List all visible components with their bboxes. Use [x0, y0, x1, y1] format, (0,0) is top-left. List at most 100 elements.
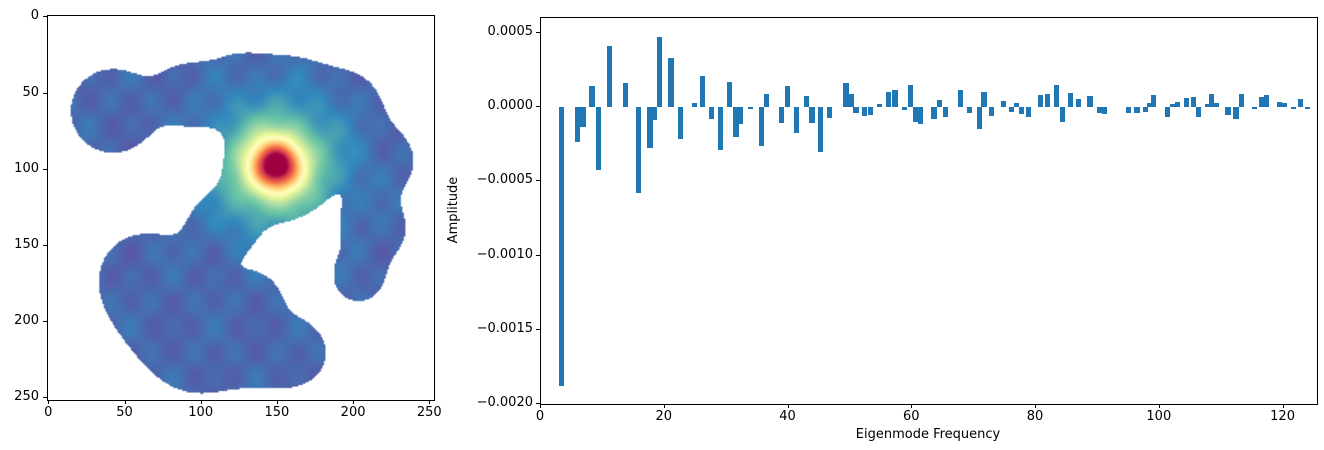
bar-y-tick — [536, 106, 540, 108]
eigenmode-bar — [1143, 107, 1149, 112]
heatmap-x-tick — [276, 400, 278, 404]
eigenmode-bar — [717, 107, 724, 151]
bar-y-tick-label: −0.0010 — [476, 246, 533, 262]
bars-area — [541, 18, 1317, 404]
heatmap-x-tick — [200, 400, 202, 404]
bar-y-tick-label: −0.0005 — [476, 172, 533, 188]
bar-x-tick-label: 80 — [1026, 409, 1044, 424]
eigenmode-bar — [1209, 93, 1215, 108]
eigenmode-bar — [747, 107, 753, 110]
eigenmode-bar — [607, 45, 613, 108]
heatmap-y-tick — [43, 321, 47, 323]
bar-x-tick — [663, 404, 665, 408]
eigenmode-bar — [1214, 102, 1220, 108]
eigenmode-bar — [826, 107, 832, 119]
eigenmode-bar — [784, 85, 790, 108]
eigenmode-bar — [657, 36, 663, 108]
eigenmode-bar — [691, 102, 698, 108]
eigenmode-bar — [1183, 98, 1190, 108]
bar-x-tick-label: 100 — [1146, 409, 1172, 424]
eigenmode-bar — [1067, 93, 1073, 108]
eigenmode-bar — [1151, 94, 1157, 108]
eigenmode-bar — [862, 107, 868, 116]
heatmap-x-tick-label: 0 — [44, 405, 53, 420]
bar-x-tick-label: 40 — [779, 409, 796, 424]
eigenmode-bar — [1060, 107, 1066, 122]
eigenmode-bar — [647, 107, 653, 148]
eigenmode-bar — [803, 95, 810, 108]
eigenmode-bar — [936, 99, 943, 108]
eigenmode-bar — [1238, 93, 1245, 108]
bar-x-tick-label: 0 — [535, 409, 545, 424]
eigenmode-bar — [1174, 101, 1180, 108]
bar-y-tick — [536, 403, 540, 404]
eigenmode-bar — [1290, 107, 1297, 110]
eigenmode-bar — [1225, 107, 1231, 115]
eigenmode-bar — [853, 107, 859, 114]
bar-x-tick — [911, 404, 913, 408]
eigenmode-bar — [668, 58, 674, 108]
eigenmode-bar — [589, 86, 595, 108]
eigenmode-bar — [957, 90, 964, 107]
heatmap-x-tick — [353, 400, 355, 404]
bar-y-tick — [536, 254, 540, 256]
eigenmode-bar — [1165, 107, 1171, 118]
heatmap-x-tick-label: 250 — [416, 405, 442, 420]
eigenmode-bar — [843, 83, 849, 108]
eigenmode-bar — [902, 107, 908, 110]
heatmap-y-tick — [43, 168, 47, 170]
eigenmode-bar — [1281, 102, 1287, 108]
bar-x-tick-label: 60 — [903, 409, 920, 424]
bar-y-tick-label: 0.0000 — [487, 97, 534, 113]
heatmap-y-tick-label: 200 — [14, 312, 39, 328]
eigenmode-bar — [1096, 107, 1102, 113]
eigenmode-bar — [967, 107, 973, 114]
eigenmode-bar — [1087, 95, 1093, 108]
eigenmode-bar — [758, 107, 764, 147]
eigenmode-bar — [1204, 104, 1211, 108]
eigenmode-bar — [1147, 102, 1153, 108]
eigenmode-bar — [981, 92, 987, 108]
eigenmode-bar — [1263, 95, 1269, 108]
heatmap-x-tick-label: 50 — [116, 405, 133, 420]
eigenmode-bar — [1195, 107, 1201, 117]
eigenmode-bar — [1251, 107, 1258, 109]
bar-y-tick-label: −0.0015 — [476, 320, 533, 336]
heatmap-x-tick — [48, 400, 50, 404]
eigenmode-bar — [699, 75, 706, 108]
eigenmode-bar — [1000, 100, 1006, 107]
heatmap-y-tick — [43, 92, 47, 94]
bar-y-tick-label: −0.0020 — [476, 394, 533, 410]
eigenmode-bar — [892, 90, 898, 107]
eigenmode-bar — [1169, 104, 1175, 108]
eigenmode-bar — [1076, 99, 1082, 108]
eigenmode-bar — [652, 107, 658, 120]
eigenmode-bar — [876, 104, 883, 108]
eigenmode-bar — [1019, 107, 1025, 115]
eigenmode-bar — [1008, 107, 1014, 112]
eigenmode-bar — [912, 107, 919, 122]
eigenmode-bar — [733, 107, 739, 137]
bar-y-tick — [536, 180, 540, 182]
eigenmode-bar — [1305, 107, 1311, 109]
heatmap-canvas — [48, 16, 434, 400]
heatmap-y-tick-label: 150 — [14, 236, 39, 252]
eigenmode-bar — [1045, 93, 1051, 108]
bar-x-tick — [787, 404, 789, 408]
heatmap-x-tick-label: 150 — [264, 405, 290, 420]
bar-x-tick — [1158, 404, 1160, 408]
eigenmode-bar — [1053, 84, 1060, 108]
heatmap-y-tick — [43, 397, 47, 399]
bar-y-tick-label: 0.0005 — [487, 23, 534, 39]
heatmap-y-tick-label: 50 — [22, 84, 39, 100]
heatmap-y-tick — [43, 244, 47, 246]
eigenmode-bar — [559, 107, 565, 387]
heatmap-y-tick-label: 100 — [14, 160, 39, 176]
heatmap-x-tick-label: 100 — [188, 405, 214, 420]
heatmap-plot — [47, 15, 435, 401]
eigenmode-bar — [1026, 107, 1032, 118]
bar-xaxis-label: Eigenmode Frequency — [855, 427, 1001, 442]
bar-x-tick — [1035, 404, 1037, 408]
bar-x-tick-label: 120 — [1270, 409, 1295, 424]
